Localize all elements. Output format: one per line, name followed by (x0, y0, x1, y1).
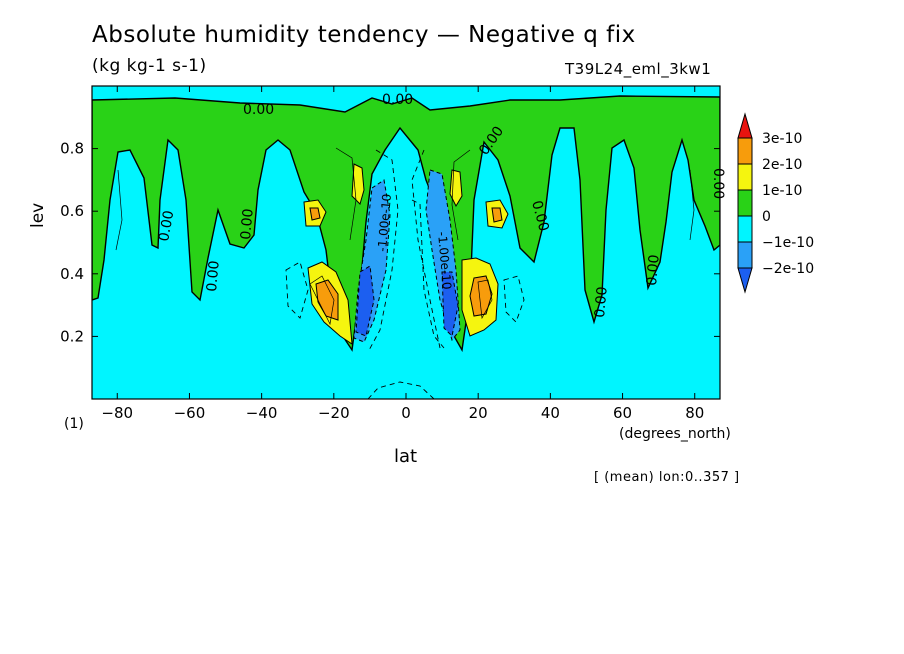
contour-label: 0.00 (204, 260, 223, 292)
x-axis-label: lat (394, 446, 418, 467)
contour-line-positive (115, 169, 123, 251)
run-label: T39L24_eml_3kw1 (565, 60, 712, 78)
contour-fill-orange (469, 275, 493, 317)
x-axis-units: (degrees_north) (619, 426, 731, 442)
x-tick-label: −40 (246, 404, 278, 422)
contour-line-negative (367, 381, 435, 399)
y-axis: 0.2 0.4 0.6 0.8 (60, 140, 720, 345)
contour-line-positive (451, 149, 471, 241)
colorbar-bottom-triangle (737, 267, 753, 294)
colorbar-label: −2e-10 (762, 261, 814, 277)
colorbar-swatch (737, 189, 753, 217)
contour-label: 0.00 (156, 209, 177, 242)
contour-label: 0.00 (644, 254, 663, 286)
chart-title: Absolute humidity tendency — Negative q … (92, 22, 636, 48)
x-tick-label: −20 (318, 404, 350, 422)
x-tick-label: 20 (469, 404, 488, 422)
contour-fields (92, 95, 720, 399)
contour-fill-dark-blue (441, 271, 459, 338)
colorbar-label: 0 (762, 209, 771, 225)
colorbar-label: 3e-10 (762, 131, 802, 147)
x-tick-label: 60 (613, 404, 632, 422)
x-tick-label: −80 (101, 404, 133, 422)
x-tick-label: 0 (401, 404, 411, 422)
contour-fill-orange (491, 207, 503, 223)
contour-line-positive (477, 279, 493, 320)
contour-fill-dark-blue (355, 265, 375, 337)
colorbar: 3e-10 2e-10 1e-10 0 −1e-10 −2e-10 (737, 112, 814, 294)
contour-line-negative (367, 149, 399, 353)
colorbar-top-triangle (737, 112, 753, 139)
colorbar-swatch (737, 137, 753, 165)
x-axis: −80 −60 −40 −20 0 20 40 60 80 (101, 86, 704, 422)
y-axis-label: lev (28, 202, 48, 228)
colorbar-swatch (737, 163, 753, 191)
contour-line-negative (411, 149, 441, 349)
contour-line-positive (335, 147, 357, 241)
y-axis-units: (1) (64, 416, 84, 432)
y-tick-label: 0.8 (60, 140, 84, 158)
colorbar-swatch (737, 215, 753, 243)
contour-line-negative (411, 199, 445, 349)
contour-fill-orange (309, 207, 321, 221)
contour-label: 0.00 (382, 92, 413, 108)
contour-line-positive (309, 275, 335, 326)
chart-units: (kg kg-1 s-1) (92, 56, 207, 76)
contour-label: 0.00 (592, 286, 611, 318)
contour-line-negative (285, 261, 309, 319)
y-tick-label: 0.2 (60, 327, 84, 345)
x-tick-label: 40 (541, 404, 560, 422)
x-tick-label: 80 (685, 404, 704, 422)
y-tick-label: 0.6 (60, 202, 84, 220)
contour-fill-yellow (351, 163, 365, 205)
contour-label: -1.00e-10 (435, 231, 454, 290)
y-tick-label: 0.4 (60, 265, 84, 283)
contour-label: 0.00 (243, 102, 274, 118)
contour-fill-green (92, 95, 720, 353)
contour-label: 0.00 (710, 168, 726, 199)
contour-label: 0.00 (238, 208, 257, 240)
contour-label: -1.00e-10 (375, 193, 394, 252)
contour-line-positive (689, 169, 695, 241)
contour-labels: 0.00 0.00 0.00 0.00 0.00 0.00 0.00 0.00 … (156, 92, 726, 318)
colorbar-label: −1e-10 (762, 235, 814, 251)
colorbar-swatch (737, 241, 753, 269)
x-tick-label: −60 (174, 404, 206, 422)
colorbar-label: 2e-10 (762, 157, 802, 173)
contour-label: 0.00 (528, 199, 552, 233)
colorbar-label: 1e-10 (762, 183, 802, 199)
contour-line-negative (503, 275, 525, 323)
mean-note: [ (mean) lon:0..357 ] (594, 470, 740, 485)
